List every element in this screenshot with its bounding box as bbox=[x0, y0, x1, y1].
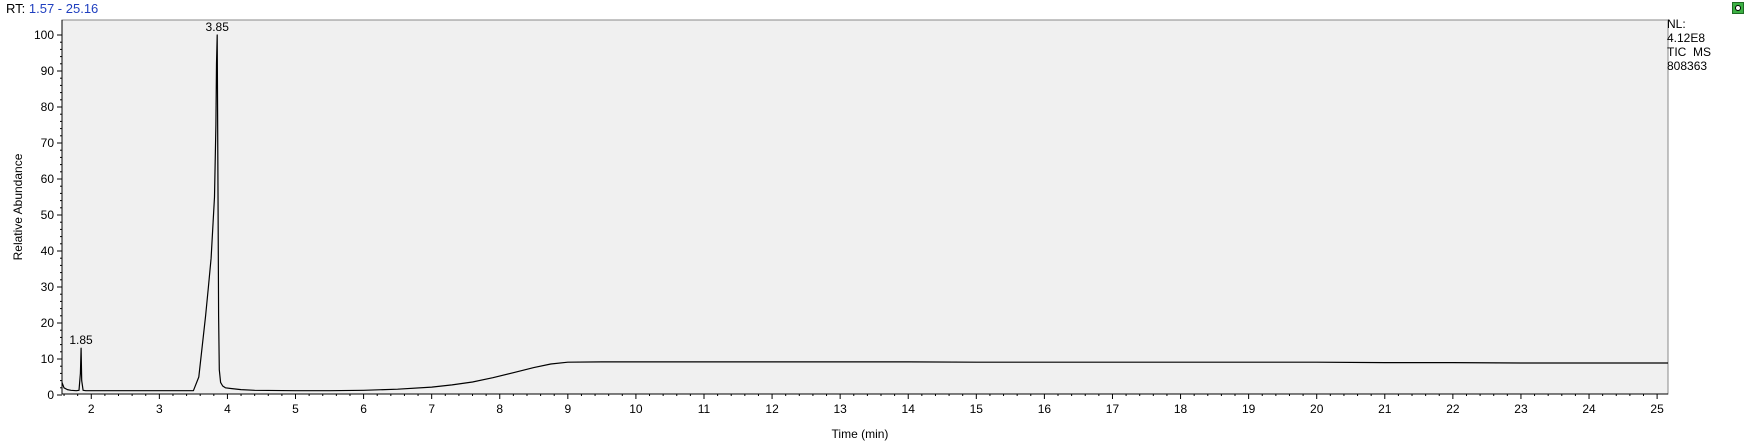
y-tick-label: 20 bbox=[41, 316, 55, 330]
y-axis-title: Relative Abundance bbox=[11, 153, 25, 260]
x-tick-label: 21 bbox=[1378, 402, 1392, 416]
y-tick-label: 70 bbox=[41, 136, 55, 150]
x-tick-label: 4 bbox=[224, 402, 231, 416]
y-tick-label: 0 bbox=[47, 388, 54, 402]
nl-value: 4.12E8 bbox=[1667, 31, 1706, 45]
y-tick-label: 30 bbox=[41, 280, 55, 294]
x-tick-label: 12 bbox=[765, 402, 779, 416]
x-tick-label: 9 bbox=[564, 402, 571, 416]
x-tick-label: 2 bbox=[88, 402, 95, 416]
x-tick-label: 20 bbox=[1310, 402, 1324, 416]
scan-type: TIC MS bbox=[1667, 45, 1711, 59]
rt-range-header: RT: 1.57 - 25.16 bbox=[6, 1, 98, 16]
x-tick-label: 3 bbox=[156, 402, 163, 416]
x-tick-label: 22 bbox=[1446, 402, 1460, 416]
y-tick-label: 50 bbox=[41, 208, 55, 222]
peak-label: 1.85 bbox=[69, 333, 93, 347]
x-tick-label: 18 bbox=[1174, 402, 1188, 416]
x-tick-label: 7 bbox=[428, 402, 435, 416]
x-tick-label: 19 bbox=[1242, 402, 1256, 416]
x-tick-label: 23 bbox=[1514, 402, 1528, 416]
x-tick-label: 17 bbox=[1106, 402, 1120, 416]
x-tick-label: 8 bbox=[496, 402, 503, 416]
settings-icon[interactable] bbox=[1732, 2, 1744, 14]
x-tick-label: 24 bbox=[1582, 402, 1596, 416]
x-tick-label: 15 bbox=[970, 402, 984, 416]
rt-range-value: 1.57 - 25.16 bbox=[28, 1, 99, 16]
nl-label: NL: bbox=[1667, 17, 1686, 31]
y-tick-label: 100 bbox=[34, 28, 54, 42]
x-tick-label: 13 bbox=[833, 402, 847, 416]
y-tick-label: 40 bbox=[41, 244, 55, 258]
y-tick-label: 10 bbox=[41, 352, 55, 366]
file-id: 808363 bbox=[1667, 59, 1708, 73]
x-tick-label: 16 bbox=[1038, 402, 1052, 416]
x-tick-label: 5 bbox=[292, 402, 299, 416]
y-tick-label: 90 bbox=[41, 64, 55, 78]
plot-area bbox=[61, 19, 1669, 395]
normalization-info: NL: 4.12E8 TIC MS 808363 bbox=[1667, 17, 1711, 73]
x-tick-label: 14 bbox=[902, 402, 916, 416]
x-tick-label: 10 bbox=[629, 402, 643, 416]
x-axis-title: Time (min) bbox=[832, 427, 889, 441]
x-tick-label: 11 bbox=[698, 402, 711, 416]
tic-trace bbox=[61, 34, 1668, 392]
y-tick-label: 60 bbox=[41, 172, 55, 186]
x-tick-label: 6 bbox=[360, 402, 367, 416]
peak-label: 3.85 bbox=[206, 20, 230, 34]
x-tick-label: 25 bbox=[1650, 402, 1664, 416]
rt-label: RT: bbox=[6, 1, 26, 16]
y-tick-label: 80 bbox=[41, 100, 55, 114]
